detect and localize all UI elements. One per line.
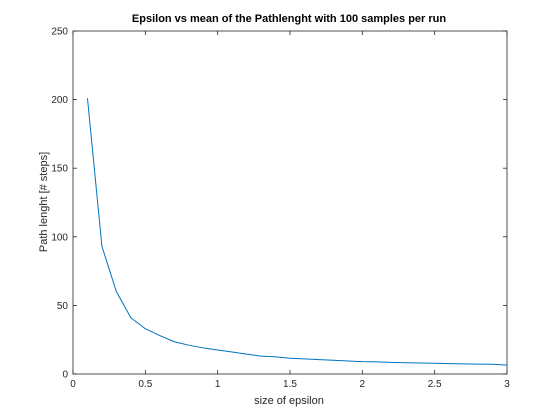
x-tick-label: 1: [215, 379, 221, 390]
x-tick-label: 0.5: [138, 379, 152, 390]
axes-box: [73, 31, 507, 374]
chart-title: Epsilon vs mean of the Pathlenght with 1…: [132, 13, 446, 25]
x-tick-label: 2: [360, 379, 366, 390]
y-tick-label: 50: [57, 301, 69, 312]
y-tick-label: 250: [51, 27, 68, 38]
y-tick-label: 100: [51, 232, 68, 243]
x-tick-label: 2.5: [428, 379, 442, 390]
y-tick-label: 0: [62, 370, 68, 381]
x-tick-label: 1.5: [283, 379, 297, 390]
y-tick-label: 150: [51, 164, 68, 175]
x-tick-label: 0: [70, 379, 76, 390]
x-tick-label: 3: [504, 379, 510, 390]
x-axis-label: size of epsilon: [254, 395, 324, 407]
y-axis-label: Path lenght [# steps]: [38, 152, 50, 252]
y-tick-label: 200: [51, 95, 68, 106]
plot-area: 0 0.5 1 1.5 2 2.5 3 0 50 100 150 200 250: [51, 27, 510, 391]
